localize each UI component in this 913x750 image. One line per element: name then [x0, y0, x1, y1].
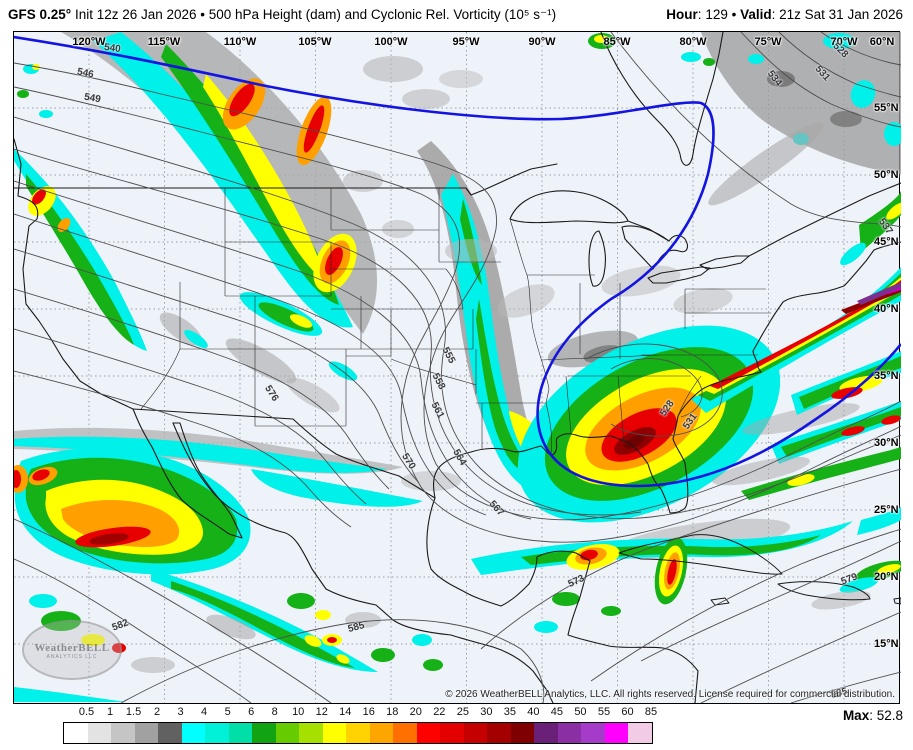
vorticity-shading: [14, 32, 901, 702]
lon-label: 90°W: [528, 36, 556, 48]
colorbar-segment: [252, 723, 276, 743]
logo-text: WeatherBELL: [34, 642, 110, 654]
colorbar-tick: 30: [480, 706, 493, 718]
lat-label: 15°N: [874, 638, 899, 650]
colorbar-segment: [346, 723, 370, 743]
colorbar-segment: [299, 723, 323, 743]
colorbar-tick: 25: [456, 706, 469, 718]
lon-label: 75°W: [754, 36, 782, 48]
colorbar-segment: [557, 723, 582, 743]
colorbar-segment: [581, 723, 605, 743]
lon-label: 80°W: [679, 36, 707, 48]
max-label: Max: [842, 708, 870, 723]
max-value: 52.8: [876, 708, 903, 723]
colorbar-segment: [322, 723, 347, 743]
colorbar-segment: [64, 723, 88, 743]
colorbar-tick: 3: [177, 706, 184, 718]
lon-label: 95°W: [452, 36, 480, 48]
colorbar-tick: 55: [597, 706, 611, 718]
lon-label: 100°W: [374, 36, 408, 48]
colorbar-segment: [628, 723, 652, 743]
colorbar-segment: [228, 723, 253, 743]
map-title: GFS 0.25° Init 12z 26 Jan 2026 • 500 hPa…: [8, 7, 556, 23]
colorbar-segment: [604, 723, 629, 743]
colorbar-tick: 16: [362, 706, 375, 718]
colorbar-segment: [393, 723, 417, 743]
colorbar-segment: [205, 723, 229, 743]
colorbar-segment: [181, 723, 206, 743]
lat-label: 20°N: [874, 571, 899, 583]
coastlines-borders: [14, 32, 901, 703]
colorbar-segment: [275, 723, 300, 743]
hour-value: 129: [705, 7, 728, 22]
height-contours: [14, 32, 901, 703]
lon-label: 120°W: [72, 36, 106, 48]
colorbar-tick: 40: [527, 706, 540, 718]
model-name: GFS 0.25°: [8, 7, 72, 22]
colorbar-segment: [134, 723, 159, 743]
colorbar-segment: [158, 723, 182, 743]
colorbar-tick: 85: [644, 706, 658, 718]
colorbar-tick: 4: [201, 706, 208, 718]
lat-label: 25°N: [874, 504, 899, 516]
colorbar-segment: [463, 723, 488, 743]
colorbar: [63, 722, 653, 744]
colorbar-tick: 0.5: [78, 706, 95, 718]
lat-label: 40°N: [874, 303, 899, 315]
lon-label: 70°W: [830, 36, 858, 48]
lat-label: 35°N: [874, 370, 899, 382]
colorbar-segment: [487, 723, 511, 743]
colorbar-tick: 45: [550, 706, 564, 718]
lat-label: 30°N: [874, 437, 899, 449]
colorbar-segment: [87, 723, 112, 743]
colorbar-tick: 20: [409, 706, 422, 718]
colorbar-segment: [440, 723, 464, 743]
max-value-label: Max: 52.8: [842, 708, 903, 723]
colorbar-tick: 2: [154, 706, 161, 718]
valid-label: Valid: [740, 7, 772, 22]
colorbar-tick: 1: [106, 706, 114, 718]
colorbar-tick: 14: [339, 706, 352, 718]
hour-label: Hour: [666, 7, 698, 22]
colorbar-tick: 22: [433, 706, 446, 718]
lat-label: 50°N: [874, 169, 899, 181]
lon-label: 115°W: [147, 36, 181, 48]
colorbar-tick: 8: [271, 706, 278, 718]
lon-label: 110°W: [223, 36, 257, 48]
colorbar-segment: [510, 723, 535, 743]
colorbar-segment: [111, 723, 135, 743]
copyright-text: © 2026 WeatherBELL Analytics, LLC. All r…: [445, 689, 895, 700]
contour-label: 540: [103, 41, 122, 56]
corner-lat-label: 60°N: [869, 36, 895, 48]
header-bar: GFS 0.25° Init 12z 26 Jan 2026 • 500 hPa…: [0, 0, 913, 30]
lon-label: 85°W: [603, 36, 631, 48]
map-panel: 120°W 115°W 110°W 105°W 100°W 95°W 90°W 85°W 80°…: [13, 31, 901, 704]
valid-value: 21z Sat 31 Jan 2026: [779, 7, 903, 22]
colorbar-segment: [416, 723, 441, 743]
colorbar-tick: 5: [224, 706, 231, 718]
colorbar-tick: 35: [503, 706, 516, 718]
lat-label: 45°N: [874, 236, 899, 248]
colorbar-tick: 6: [248, 706, 255, 718]
colorbar-tick: 50: [574, 706, 587, 718]
colorbar-segment: [534, 723, 558, 743]
colorbar-tick: 1.5: [125, 706, 142, 718]
lat-label: 55°N: [874, 102, 899, 114]
valid-time: Hour: 129 • Valid: 21z Sat 31 Jan 2026: [666, 7, 903, 22]
blue-540-contour: [14, 35, 901, 488]
colorbar-tick: 10: [292, 706, 305, 718]
colorbar-tick: 12: [315, 706, 328, 718]
colorbar-segment: [369, 723, 394, 743]
map-canvas: [14, 32, 901, 703]
separator-dot: •: [731, 7, 737, 22]
state-borders: [140, 188, 771, 455]
colorbar-tick-labels: 0.5 1 1.5 2 3 4 5 6 8 10 12 14 16 18 20 22 25 30 35 40 45 50 5…: [0, 706, 913, 720]
colorbar-tick: 18: [386, 706, 399, 718]
logo-subtext: ANALYTICS LLC: [46, 654, 98, 660]
lon-label: 105°W: [298, 36, 332, 48]
title-text: Init 12z 26 Jan 2026 • 500 hPa Height (d…: [71, 7, 557, 22]
colorbar-tick: 60: [621, 706, 634, 718]
weatherbell-logo: WeatherBELL ANALYTICS LLC: [22, 620, 122, 680]
